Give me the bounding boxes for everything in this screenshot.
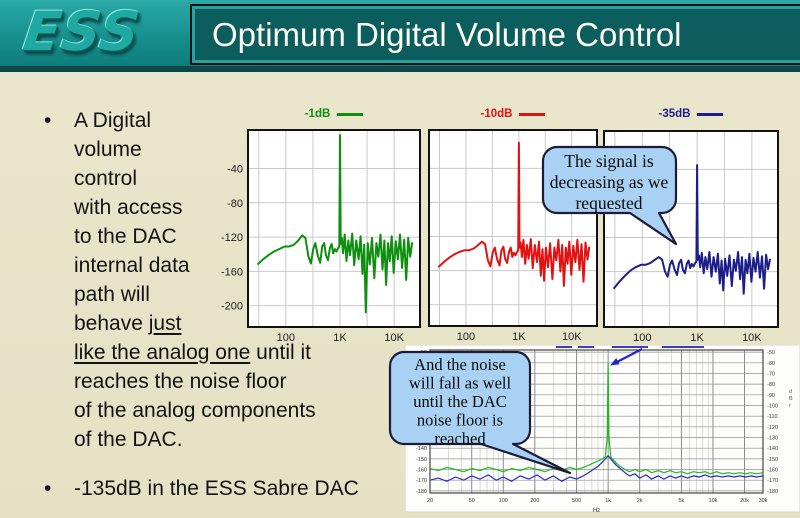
svg-text:-120: -120 xyxy=(221,232,243,244)
bullet-line-segment: behave xyxy=(74,312,149,335)
svg-text:-160: -160 xyxy=(767,468,778,474)
svg-text:B: B xyxy=(789,396,793,402)
svg-text:10K: 10K xyxy=(562,331,582,343)
svg-text:-140: -140 xyxy=(767,446,778,452)
svg-text:5k: 5k xyxy=(679,498,685,504)
svg-text:-40: -40 xyxy=(227,164,243,176)
svg-text:-150: -150 xyxy=(416,457,427,463)
svg-text:1K: 1K xyxy=(512,331,526,343)
svg-text:500: 500 xyxy=(572,498,581,504)
svg-text:20k: 20k xyxy=(740,498,749,504)
svg-text:-200: -200 xyxy=(221,301,243,313)
svg-text:1K: 1K xyxy=(690,332,704,344)
svg-text:100: 100 xyxy=(277,332,295,344)
svg-text:-70: -70 xyxy=(767,371,775,377)
legend-line-swatch xyxy=(697,112,724,116)
svg-text:-80: -80 xyxy=(767,382,775,388)
svg-text:r: r xyxy=(789,403,791,409)
svg-text:-140: -140 xyxy=(416,446,427,452)
svg-text:10k: 10k xyxy=(709,498,718,504)
bullet-line-segment: path will xyxy=(74,283,150,306)
svg-text:10K: 10K xyxy=(384,332,404,344)
legend-line-swatch xyxy=(337,112,364,116)
svg-text:noise floor is: noise floor is xyxy=(417,411,503,430)
bullet-line-segment: until it xyxy=(250,341,312,364)
svg-text:Hz: Hz xyxy=(593,508,600,514)
bullet-line-segment: of the analog components xyxy=(74,399,316,422)
svg-text:1k: 1k xyxy=(605,498,611,504)
legend-label: -10dB xyxy=(480,108,513,120)
svg-text:decreasing as we: decreasing as we xyxy=(550,172,669,192)
svg-text:requested: requested xyxy=(575,193,642,213)
svg-text:20: 20 xyxy=(427,498,433,504)
svg-text:And the noise: And the noise xyxy=(414,355,506,374)
legend-minus-1db: -1dB xyxy=(248,108,420,120)
svg-text:100: 100 xyxy=(499,498,508,504)
svg-text:-100: -100 xyxy=(767,403,778,409)
svg-text:50: 50 xyxy=(469,498,475,504)
page-title: Optimum Digital Volume Control xyxy=(212,15,682,53)
bullet-line-segment: control xyxy=(74,167,138,190)
spectrum-chart-minus-1db: -40 -80 -120 -160 -200 100 1K 10K xyxy=(221,129,421,344)
ess-logo: ESS xyxy=(19,0,145,63)
svg-text:-180: -180 xyxy=(767,489,778,495)
header-bar: ESS Optimum Digital Volume Control xyxy=(0,0,800,72)
svg-text:100: 100 xyxy=(633,332,651,344)
bullet-line-segment: just xyxy=(148,312,182,335)
svg-text:-150: -150 xyxy=(767,457,778,463)
title-box: Optimum Digital Volume Control xyxy=(190,4,800,65)
bullet-line-segment: internal data xyxy=(74,254,190,277)
svg-text:10K: 10K xyxy=(742,332,762,344)
bullet-line-segment: reaches the noise floor xyxy=(74,370,287,393)
legend-line-swatch xyxy=(519,112,546,116)
legend-minus-10db: -10dB xyxy=(429,108,597,120)
bullet-line-segment: to the DAC xyxy=(74,225,177,248)
svg-text:30k: 30k xyxy=(759,498,768,504)
svg-text:until the DAC: until the DAC xyxy=(413,392,507,411)
svg-text:-160: -160 xyxy=(416,468,427,474)
svg-text:-120: -120 xyxy=(767,425,778,431)
svg-text:reached: reached xyxy=(434,429,486,448)
bullet-line-segment: of the DAC. xyxy=(74,428,183,451)
bullet-text-1: A Digital volume control with access to the … xyxy=(74,106,316,454)
legend-minus-35db: -35dB xyxy=(604,108,778,120)
legend-label: -1dB xyxy=(304,108,331,120)
svg-text:-60: -60 xyxy=(767,361,775,367)
bullet-line-segment: A Digital xyxy=(74,109,152,132)
svg-text:-110: -110 xyxy=(767,414,778,420)
bullet-text-2: -135dB in the ESS Sabre DAC xyxy=(74,477,359,500)
svg-text:The signal is: The signal is xyxy=(564,151,654,171)
svg-text:-180: -180 xyxy=(416,489,427,495)
svg-text:-90: -90 xyxy=(767,393,775,399)
bullet-glyph: • xyxy=(44,477,52,500)
svg-text:-170: -170 xyxy=(767,478,778,484)
svg-text:100: 100 xyxy=(457,331,475,343)
svg-text:1K: 1K xyxy=(333,332,347,344)
bullet-glyph: • xyxy=(44,109,52,132)
svg-text:2k: 2k xyxy=(637,498,643,504)
svg-text:-170: -170 xyxy=(416,478,427,484)
svg-text:-50: -50 xyxy=(767,350,775,356)
svg-text:-80: -80 xyxy=(227,198,243,210)
svg-text:-130: -130 xyxy=(767,436,778,442)
svg-text:200: 200 xyxy=(530,498,539,504)
svg-text:will fall as well: will fall as well xyxy=(409,374,512,393)
svg-text:d: d xyxy=(789,389,792,395)
bullet-line-segment: with access xyxy=(74,196,183,219)
bullet-line-segment: volume xyxy=(74,138,142,161)
bullet-line-segment: like the analog one xyxy=(74,341,251,364)
legend-label: -35dB xyxy=(658,108,691,120)
svg-text:-160: -160 xyxy=(221,266,243,278)
